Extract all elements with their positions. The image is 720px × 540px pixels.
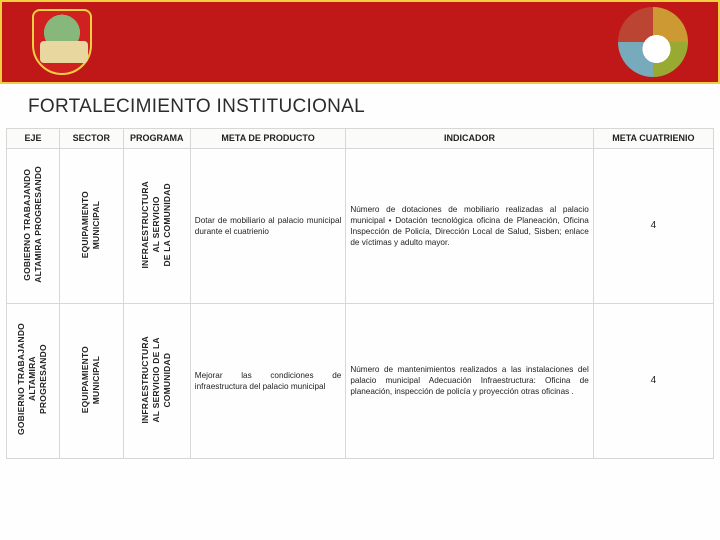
cell-eje: GOBIERNO TRABAJANDO ALTAMIRA PROGRESANDO [7,303,60,458]
programa-text: INFRAESTRUCTURA AL SERVICIO DE LA COMUNI… [140,181,173,269]
col-meta-producto: META DE PRODUCTO [190,129,346,149]
content-table: EJE SECTOR PROGRAMA META DE PRODUCTO IND… [6,128,714,459]
col-meta-cuatrienio: META CUATRIENIO [593,129,713,149]
cell-meta-cuatrienio: 4 [593,303,713,458]
cell-meta-cuatrienio: 4 [593,148,713,303]
cell-programa: INFRAESTRUCTURA AL SERVICIO DE LA COMUNI… [123,303,190,458]
col-sector: SECTOR [60,129,124,149]
table-row: GOBIERNO TRABAJANDO ALTAMIRA PROGRESANDO… [7,303,714,458]
table-row: GOBIERNO TRABAJANDO ALTAMIRA PROGRESANDO… [7,148,714,303]
cell-meta-producto: Mejorar las condiciones de infraestructu… [190,303,346,458]
content-table-wrap: EJE SECTOR PROGRAMA META DE PRODUCTO IND… [0,124,720,459]
slide-title: FORTALECIMIENTO INSTITUCIONAL [0,84,720,124]
sector-text: EQUIPAMIENTO MUNICIPAL [80,346,102,413]
col-programa: PROGRAMA [123,129,190,149]
eje-text: GOBIERNO TRABAJANDO ALTAMIRA PROGRESANDO [16,323,49,435]
slide-header [0,0,720,84]
eje-text: GOBIERNO TRABAJANDO ALTAMIRA PROGRESANDO [22,166,44,283]
col-eje: EJE [7,129,60,149]
cell-sector: EQUIPAMIENTO MUNICIPAL [60,148,124,303]
cell-programa: INFRAESTRUCTURA AL SERVICIO DE LA COMUNI… [123,148,190,303]
cell-eje: GOBIERNO TRABAJANDO ALTAMIRA PROGRESANDO [7,148,60,303]
crest-left-icon [32,9,92,75]
programa-text: INFRAESTRUCTURA AL SERVICIO DE LA COMUNI… [140,336,173,424]
col-indicador: INDICADOR [346,129,593,149]
crest-right-icon [618,7,688,77]
cell-meta-producto: Dotar de mobiliario al palacio municipal… [190,148,346,303]
cell-indicador: Número de dotaciones de mobiliario reali… [346,148,593,303]
cell-indicador: Número de mantenimientos realizados a la… [346,303,593,458]
cell-sector: EQUIPAMIENTO MUNICIPAL [60,303,124,458]
table-header-row: EJE SECTOR PROGRAMA META DE PRODUCTO IND… [7,129,714,149]
sector-text: EQUIPAMIENTO MUNICIPAL [80,191,102,258]
